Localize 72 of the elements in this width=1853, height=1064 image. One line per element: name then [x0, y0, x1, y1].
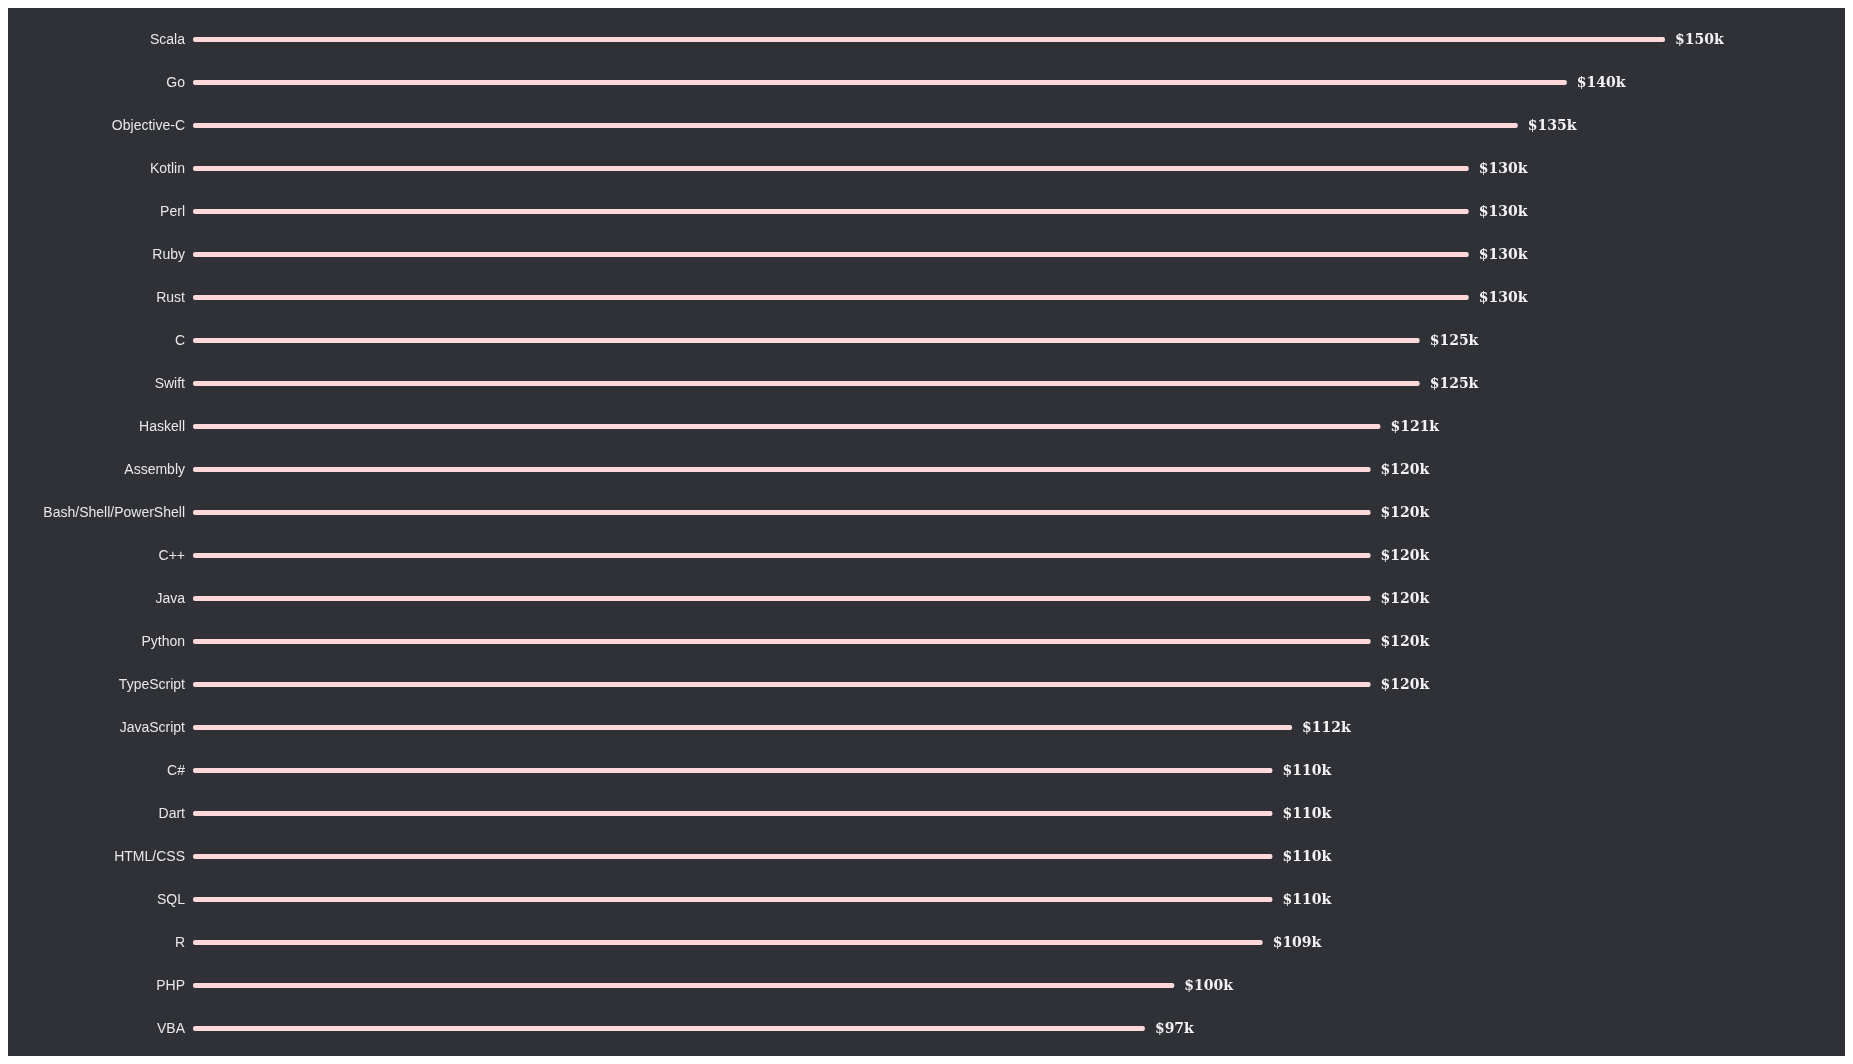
bar	[193, 552, 1371, 558]
bar	[193, 638, 1371, 644]
data-label: $130k	[1478, 289, 1528, 306]
data-label: $120k	[1380, 633, 1430, 650]
data-label: $112k	[1302, 719, 1352, 736]
y-tick-label: Java	[155, 590, 186, 607]
bar	[193, 681, 1371, 687]
bar	[193, 896, 1273, 902]
data-label: $110k	[1282, 762, 1332, 779]
bar	[193, 165, 1469, 171]
bar	[193, 423, 1381, 429]
data-label: $120k	[1380, 590, 1430, 607]
data-label: $140k	[1576, 74, 1626, 91]
y-tick-label: Swift	[154, 375, 186, 392]
y-tick-label: C++	[158, 547, 185, 564]
y-tick-label: R	[174, 934, 185, 951]
bar	[193, 509, 1371, 515]
bar	[193, 337, 1420, 343]
y-tick-label: Kotlin	[149, 160, 185, 177]
bar	[193, 853, 1273, 859]
data-label: $120k	[1380, 547, 1430, 564]
y-tick-label: Go	[166, 74, 186, 91]
bar	[193, 1025, 1145, 1031]
y-tick-label: SQL	[156, 891, 186, 908]
y-tick-label: Objective-C	[111, 117, 185, 134]
data-label: $130k	[1478, 246, 1528, 263]
data-label: $120k	[1380, 504, 1430, 521]
data-label: $121k	[1390, 418, 1440, 435]
data-label: $100k	[1184, 977, 1234, 994]
bar	[193, 251, 1469, 257]
data-label: $120k	[1380, 676, 1430, 693]
y-tick-label: Perl	[160, 203, 185, 220]
data-label: $130k	[1478, 160, 1528, 177]
y-tick-label: HTML/CSS	[114, 848, 185, 865]
y-tick-label: Assembly	[124, 461, 185, 478]
data-label: $125k	[1429, 332, 1479, 349]
bar	[193, 122, 1518, 128]
y-tick-label: Dart	[158, 805, 186, 822]
data-label: $109k	[1272, 934, 1322, 951]
data-label: $125k	[1429, 375, 1479, 392]
y-tick-label: TypeScript	[118, 676, 186, 693]
data-label: $135k	[1527, 117, 1577, 134]
y-tick-label: Scala	[149, 31, 186, 48]
y-tick-label: C#	[167, 762, 186, 779]
bar	[193, 208, 1469, 214]
data-label: $120k	[1380, 461, 1430, 478]
data-label: $110k	[1282, 848, 1332, 865]
bar	[193, 767, 1273, 773]
bar	[193, 380, 1420, 386]
data-label: $130k	[1478, 203, 1528, 220]
data-label: $110k	[1282, 891, 1332, 908]
y-tick-label: Python	[141, 633, 185, 650]
y-tick-label: PHP	[156, 977, 185, 994]
y-tick-label: C	[174, 332, 185, 349]
y-tick-label: Haskell	[139, 418, 185, 435]
bar	[193, 724, 1293, 730]
bar	[193, 595, 1371, 601]
y-tick-label: JavaScript	[119, 719, 186, 736]
bar	[193, 36, 1665, 42]
data-label: $150k	[1675, 31, 1724, 48]
y-tick-label: Ruby	[152, 246, 185, 263]
bar	[193, 79, 1567, 85]
y-tick-label: Rust	[156, 289, 186, 306]
bar	[193, 982, 1175, 988]
bar	[193, 466, 1371, 472]
bar	[193, 810, 1273, 816]
y-tick-label: VBA	[156, 1020, 186, 1037]
bar	[193, 294, 1469, 300]
data-label: $110k	[1282, 805, 1332, 822]
bar	[193, 939, 1263, 945]
data-label: $97k	[1154, 1020, 1195, 1037]
y-tick-label: Bash/Shell/PowerShell	[43, 504, 185, 521]
